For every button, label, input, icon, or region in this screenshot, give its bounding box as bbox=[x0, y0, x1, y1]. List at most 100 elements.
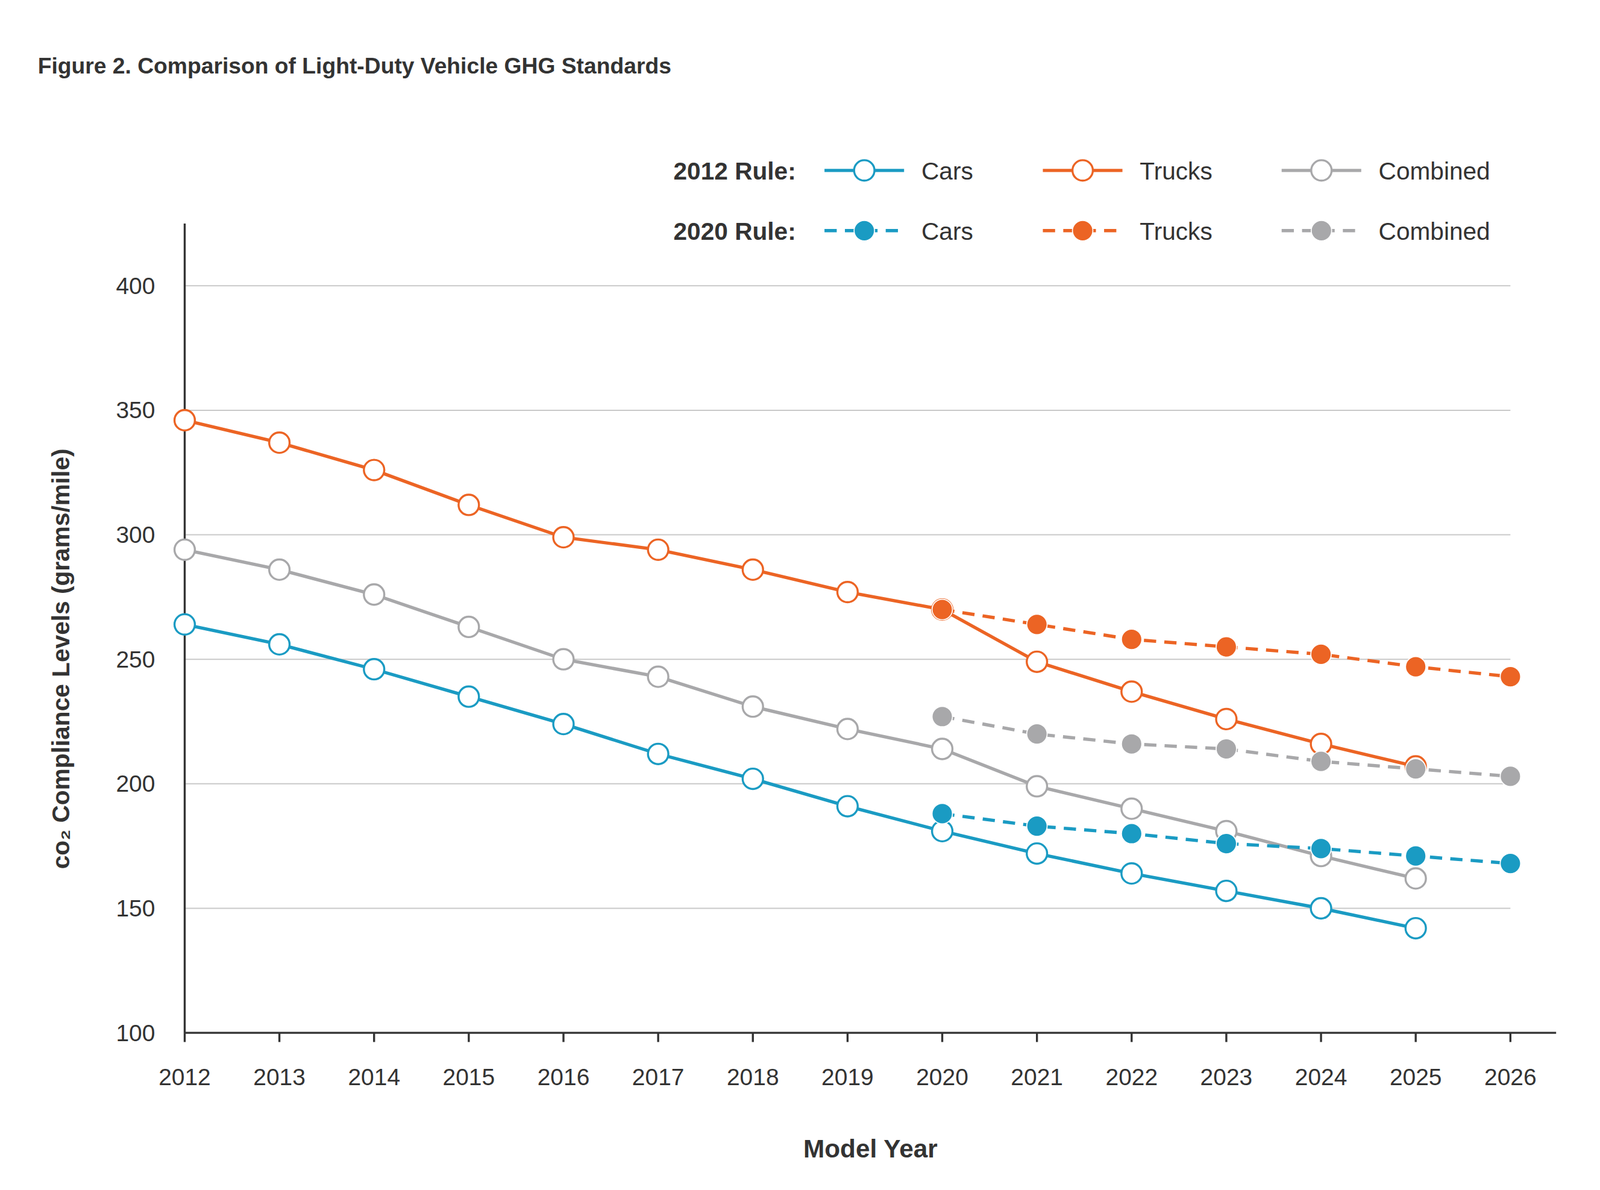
point bbox=[1405, 758, 1426, 780]
legend-label: Cars bbox=[921, 157, 974, 186]
legend-title: 2020 Rule: bbox=[673, 217, 797, 246]
x-tick-label: 2020 bbox=[916, 1064, 969, 1091]
y-tick-label: 200 bbox=[115, 770, 155, 797]
point bbox=[647, 539, 669, 560]
x-tick-label: 2013 bbox=[253, 1064, 306, 1091]
series-line bbox=[184, 420, 1416, 766]
point bbox=[553, 714, 574, 735]
x-tick bbox=[656, 1032, 659, 1042]
x-tick-label: 2016 bbox=[537, 1064, 590, 1091]
grid-line bbox=[184, 534, 1511, 536]
x-tick-label: 2024 bbox=[1295, 1064, 1348, 1091]
x-tick bbox=[941, 1032, 944, 1042]
legend-marker bbox=[1072, 160, 1094, 181]
point bbox=[1216, 636, 1237, 658]
point bbox=[1405, 846, 1426, 867]
legend-title: 2012 Rule: bbox=[673, 157, 797, 186]
point bbox=[553, 649, 574, 670]
point bbox=[1405, 918, 1426, 939]
point bbox=[1026, 776, 1048, 797]
x-tick bbox=[1225, 1032, 1227, 1042]
x-tick bbox=[1035, 1032, 1038, 1042]
point bbox=[742, 559, 763, 580]
x-tick-label: 2019 bbox=[821, 1064, 874, 1091]
y-tick-label: 350 bbox=[115, 397, 155, 424]
y-tick-label: 150 bbox=[115, 895, 155, 922]
point bbox=[837, 796, 858, 817]
x-tick-label: 2022 bbox=[1105, 1064, 1158, 1091]
point bbox=[174, 539, 196, 560]
point bbox=[647, 743, 669, 765]
point bbox=[1310, 898, 1332, 920]
x-axis bbox=[184, 1031, 1557, 1034]
point bbox=[174, 614, 196, 635]
x-tick-label: 2017 bbox=[632, 1064, 685, 1091]
grid-line bbox=[184, 783, 1511, 785]
point bbox=[932, 599, 953, 621]
x-tick bbox=[1319, 1032, 1322, 1042]
y-tick-label: 250 bbox=[115, 646, 155, 673]
chart: Figure 2. Comparison of Light-Duty Vehic… bbox=[0, 0, 1600, 1190]
legend-marker bbox=[853, 160, 875, 181]
point bbox=[1310, 838, 1332, 859]
legend-marker bbox=[1311, 220, 1332, 242]
point bbox=[1216, 708, 1237, 730]
x-axis-label: Model Year bbox=[803, 1134, 938, 1164]
y-tick-label: 100 bbox=[115, 1020, 155, 1047]
x-tick bbox=[562, 1032, 565, 1042]
point bbox=[1121, 734, 1142, 755]
y-tick-label: 400 bbox=[115, 272, 155, 299]
point bbox=[269, 559, 290, 580]
point bbox=[363, 584, 385, 606]
point bbox=[1121, 863, 1142, 885]
point bbox=[1026, 723, 1048, 745]
x-tick bbox=[1414, 1032, 1417, 1042]
point bbox=[1216, 738, 1237, 760]
x-tick-label: 2012 bbox=[158, 1064, 211, 1091]
point bbox=[1121, 823, 1142, 845]
point bbox=[932, 706, 953, 727]
point bbox=[1026, 843, 1048, 865]
point bbox=[932, 599, 953, 621]
point bbox=[1026, 651, 1048, 672]
x-tick bbox=[752, 1032, 754, 1042]
point bbox=[553, 527, 574, 548]
point bbox=[1499, 666, 1521, 688]
point bbox=[1026, 815, 1048, 837]
point bbox=[1499, 853, 1521, 874]
point bbox=[458, 686, 480, 707]
x-tick-label: 2026 bbox=[1484, 1064, 1537, 1091]
x-tick bbox=[278, 1032, 281, 1042]
grid-line bbox=[184, 285, 1511, 287]
point bbox=[363, 659, 385, 680]
point bbox=[837, 718, 858, 740]
legend-marker bbox=[1072, 220, 1094, 242]
point bbox=[837, 582, 858, 603]
point bbox=[1216, 833, 1237, 854]
legend-label: Trucks bbox=[1139, 217, 1212, 246]
legend-label: Combined bbox=[1378, 157, 1491, 186]
point bbox=[742, 696, 763, 718]
legend-label: Cars bbox=[921, 217, 974, 246]
point bbox=[1026, 614, 1048, 635]
point bbox=[932, 738, 953, 760]
plot-area bbox=[174, 410, 1522, 939]
x-tick bbox=[373, 1032, 375, 1042]
series-line bbox=[942, 609, 1511, 678]
point bbox=[1405, 868, 1426, 889]
x-tick bbox=[1509, 1032, 1512, 1042]
point bbox=[269, 633, 290, 655]
title: Figure 2. Comparison of Light-Duty Vehic… bbox=[37, 53, 672, 79]
grid-line bbox=[184, 409, 1511, 411]
x-tick bbox=[846, 1032, 849, 1042]
x-tick-label: 2015 bbox=[442, 1064, 496, 1091]
legend-label: Combined bbox=[1378, 217, 1491, 246]
point bbox=[458, 494, 480, 516]
point bbox=[363, 459, 385, 481]
point bbox=[458, 617, 480, 638]
x-tick bbox=[183, 1032, 186, 1042]
point bbox=[1216, 881, 1237, 902]
legend-marker bbox=[853, 220, 875, 242]
x-tick-label: 2021 bbox=[1010, 1064, 1064, 1091]
point bbox=[1499, 766, 1521, 788]
